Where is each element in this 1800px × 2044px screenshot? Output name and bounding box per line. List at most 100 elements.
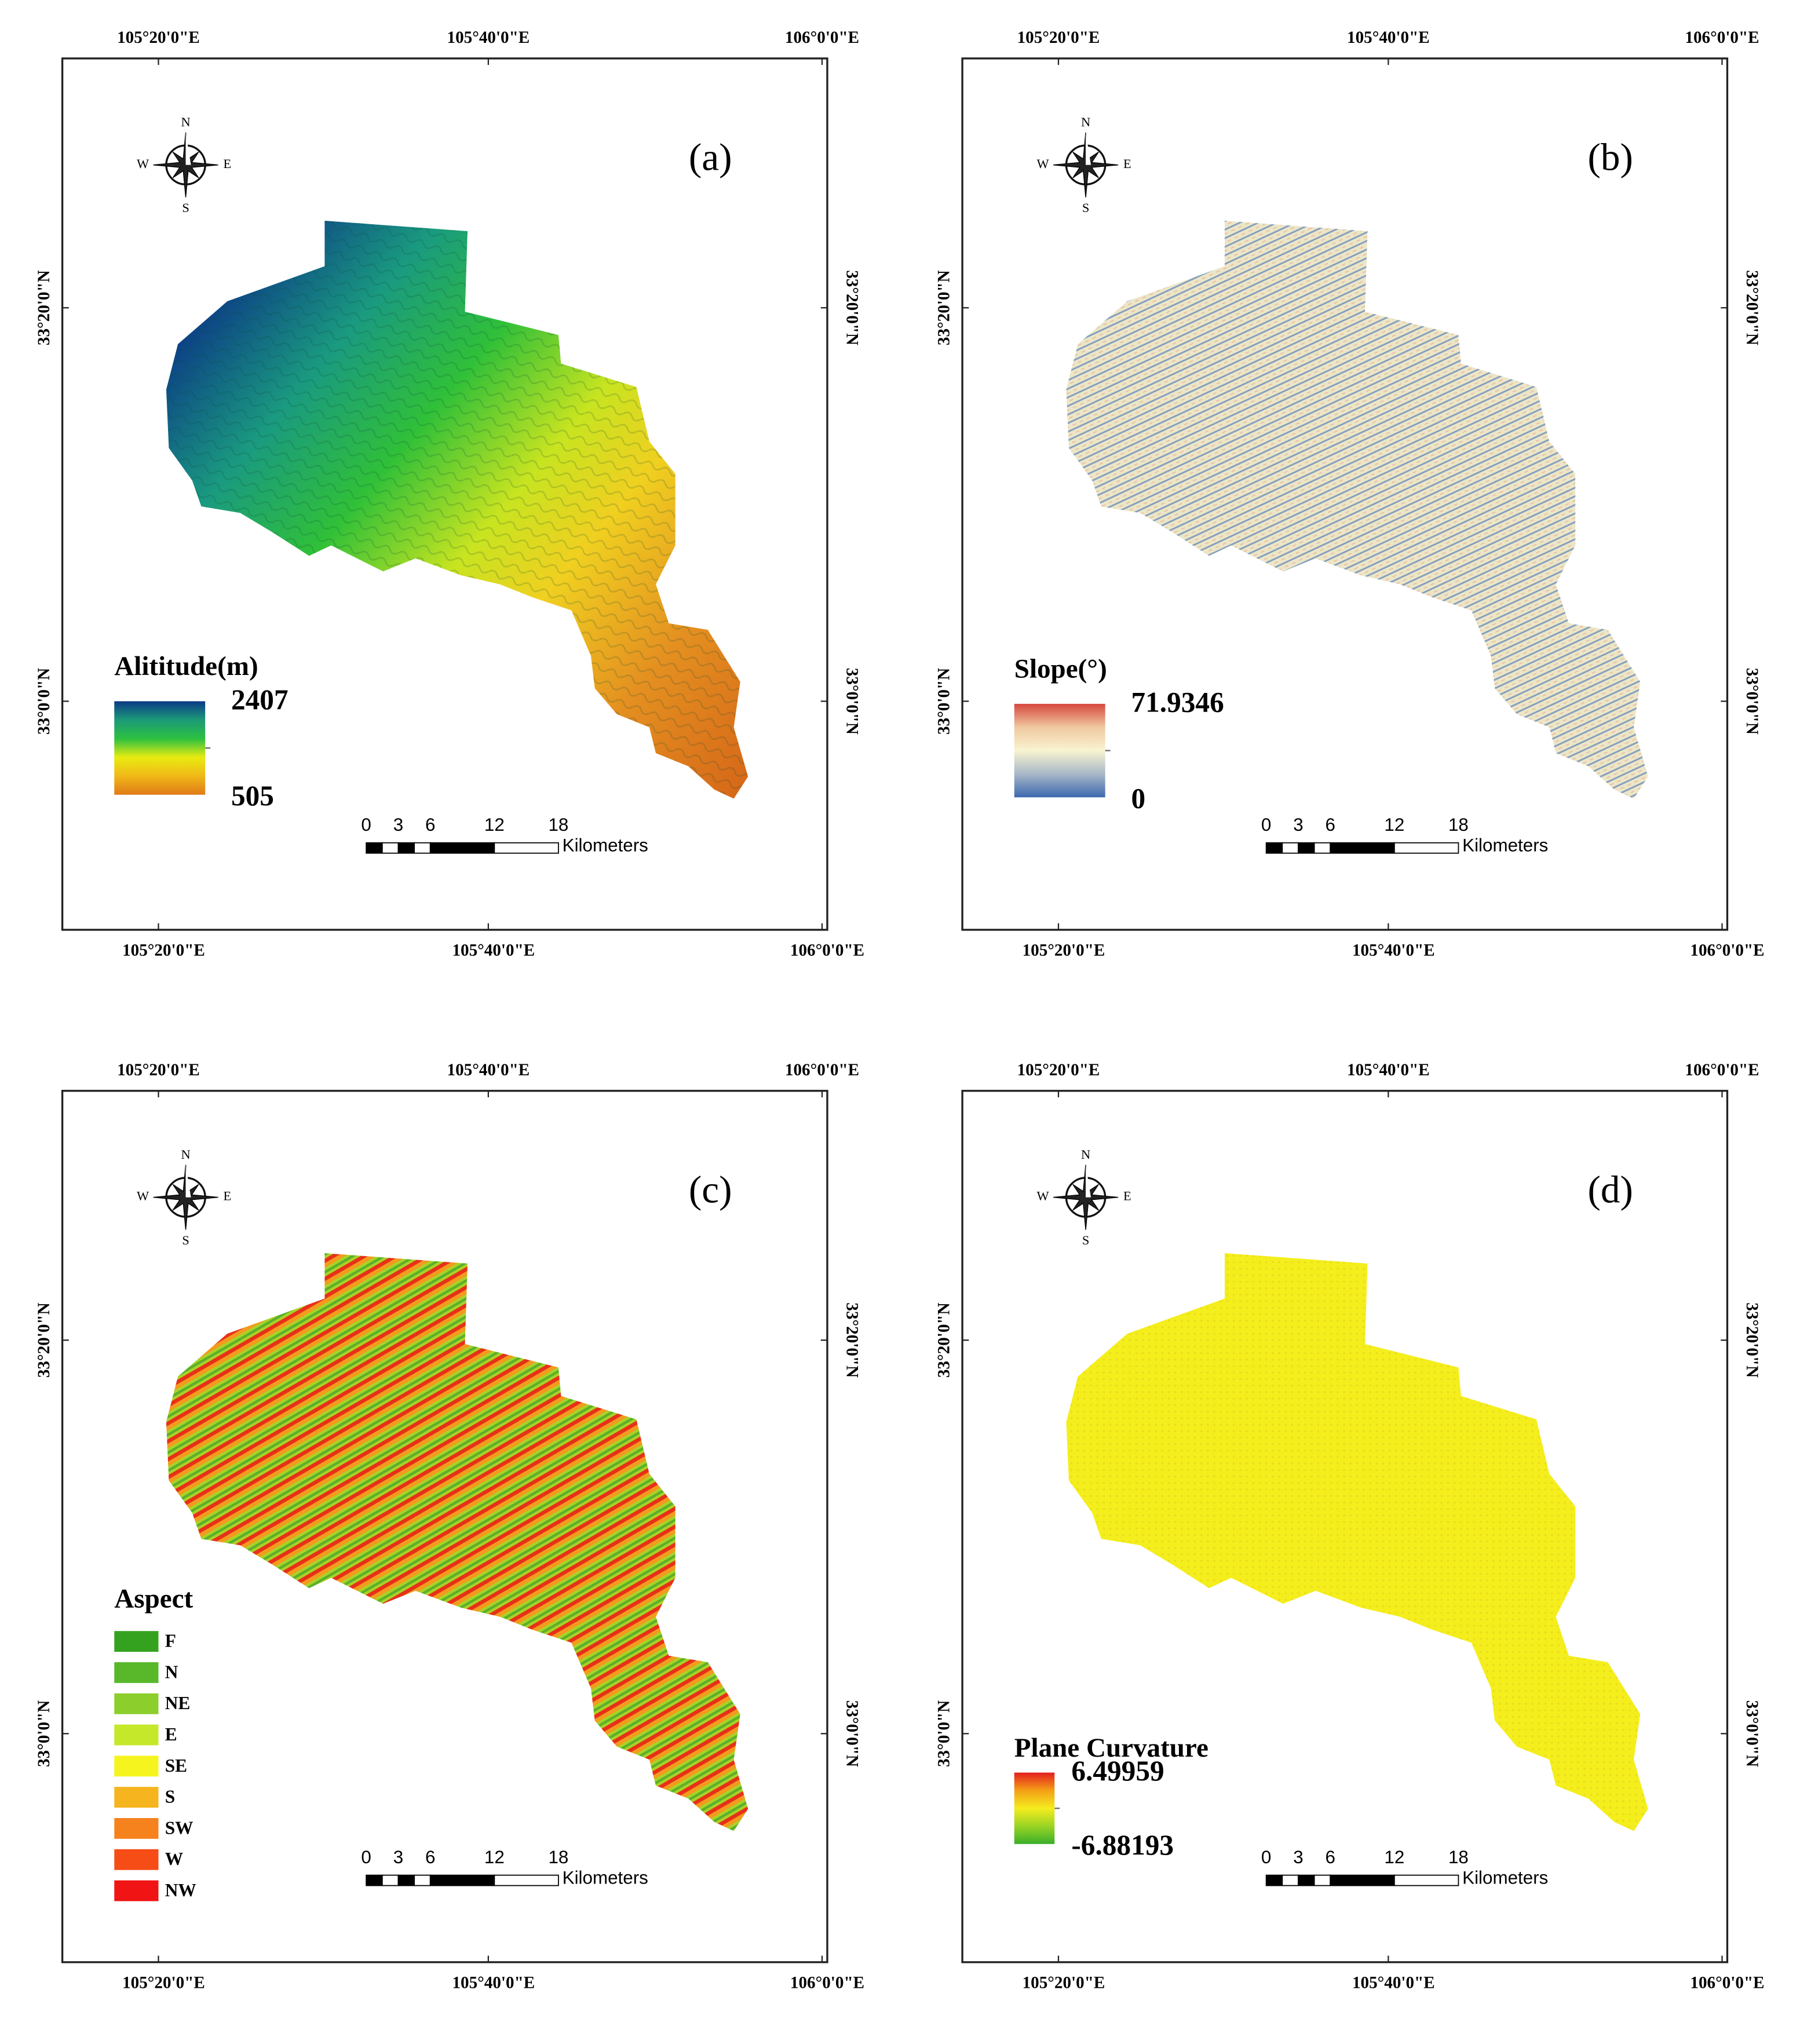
scale-label: 18 [548,1847,568,1867]
scale-segment [1393,842,1459,854]
scale-unit: Kilometers [563,835,648,856]
map-panel: 105°20'0"E 105°20'0"E 105°40'0"E 105°40'0"E… [935,1061,1765,1992]
lon-label-top: 106°0'0"E [1685,28,1759,47]
lat-label-left: 33°0'0"N [935,1700,954,1767]
scale-label: 3 [1293,815,1303,835]
lon-label-bottom: 105°20'0"E [122,941,205,960]
compass-star-light [185,132,191,165]
map-panel: 105°20'0"E 105°20'0"E 105°40'0"E 105°40'0"E… [35,1061,864,1992]
watershed [166,1253,749,1831]
scale-segment [429,1874,495,1886]
scale-segment [1313,1874,1331,1886]
scale-segment [1298,842,1315,854]
scale-unit: Kilometers [563,1868,648,1888]
scale-label: 3 [393,1847,403,1867]
lon-label-bottom: 106°0'0"E [790,1974,864,1992]
compass-w: W [137,1189,149,1203]
legend-item: F [165,1631,176,1651]
lon-label-bottom: 105°40'0"E [1352,1974,1435,1992]
scale-segment [397,1874,415,1886]
scale-unit: Kilometers [1462,1868,1548,1888]
legend-ramp [1014,703,1105,798]
scale-label: 6 [425,1847,435,1867]
lon-label-bottom: 105°20'0"E [1023,941,1105,960]
scale-segment [1265,842,1283,854]
scale-segment [1330,842,1395,854]
lon-label-bottom: 105°40'0"E [1352,941,1435,960]
legend-title: Slope(°) [1014,654,1107,684]
scale-segment [1298,1874,1315,1886]
legend-min: -6.88193 [1071,1829,1174,1861]
legend-item: SW [165,1817,193,1838]
compass-n: N [1081,1147,1090,1162]
lat-label-right: 33°0'0"N [843,668,861,735]
lon-label-top: 106°0'0"E [785,28,859,47]
lon-label-top: 106°0'0"E [1685,1061,1759,1079]
lat-label-left: 33°0'0"N [935,668,954,735]
scale-segment [1330,1874,1395,1886]
compass-star-light [185,1165,191,1198]
scale-segment [366,1874,383,1886]
scale-segment [494,842,559,854]
compass-s: S [1082,1233,1089,1247]
lon-label-top: 105°40'0"E [1347,28,1430,47]
legend-ramp [114,701,206,795]
legend-max: 2407 [231,684,289,716]
lat-label-left: 33°0'0"N [35,668,53,735]
scale-label: 3 [393,815,403,835]
lat-label-right: 33°20'0"N [1743,270,1761,345]
legend-item: NW [165,1880,196,1900]
lon-label-top: 105°20'0"E [117,28,200,47]
scale-label: 6 [1326,1847,1335,1867]
scale-segment [381,1874,399,1886]
map-panel: 105°20'0"E 105°20'0"E 105°40'0"E 105°40'0"E… [935,28,1765,960]
legend-item: NE [165,1693,191,1713]
scale-unit: Kilometers [1462,835,1548,856]
scale-segment [397,842,415,854]
scale-segment [429,842,495,854]
compass-s: S [182,1233,189,1247]
lat-label-right: 33°20'0"N [843,270,861,345]
lon-label-top: 105°20'0"E [117,1061,200,1079]
compass-n: N [181,115,190,129]
lon-label-top: 105°40'0"E [447,28,530,47]
lon-label-bottom: 105°20'0"E [122,1974,205,1992]
scale-label: 12 [484,815,505,835]
lon-label-bottom: 105°40'0"E [452,941,535,960]
lat-label-left: 33°20'0"N [35,1302,53,1378]
legend-title: Aspect [114,1583,193,1614]
scale-segment [366,842,383,854]
legend-min: 0 [1131,782,1146,814]
lon-label-bottom: 106°0'0"E [1690,941,1764,960]
scale-label: 12 [484,1847,505,1867]
panel-label: (a) [689,135,732,178]
compass-s: S [182,200,189,215]
lat-label-left: 33°20'0"N [35,270,53,345]
legend-max: 6.49959 [1071,1755,1164,1787]
legend-item: W [165,1849,183,1869]
legend-swatch [114,1631,159,1652]
compass-w: W [137,156,149,171]
scale-label: 12 [1384,1847,1404,1867]
scale-segment [1313,842,1331,854]
lat-label-left: 33°20'0"N [935,270,954,345]
scale-segment [414,1874,431,1886]
lat-label-left: 33°20'0"N [935,1302,954,1378]
legend-swatch [114,1693,159,1714]
scale-label: 3 [1293,1847,1303,1867]
compass-e: E [1123,156,1131,171]
lon-label-top: 105°20'0"E [1017,1061,1100,1079]
lat-label-right: 33°0'0"N [1743,1700,1761,1767]
lat-label-left: 33°0'0"N [35,1700,53,1767]
lon-label-top: 105°40'0"E [1347,1061,1430,1079]
panel-label: (c) [689,1167,732,1211]
compass-n: N [181,1147,190,1162]
lon-label-top: 106°0'0"E [785,1061,859,1079]
scale-label: 0 [1261,1847,1271,1867]
lon-label-bottom: 106°0'0"E [790,941,864,960]
scale-label: 6 [425,815,435,835]
compass-e: E [223,156,231,171]
compass-w: W [1037,156,1050,171]
map-panel: 105°20'0"E 105°20'0"E 105°40'0"E 105°40'0"E… [35,28,864,960]
legend-swatch [114,1662,159,1683]
